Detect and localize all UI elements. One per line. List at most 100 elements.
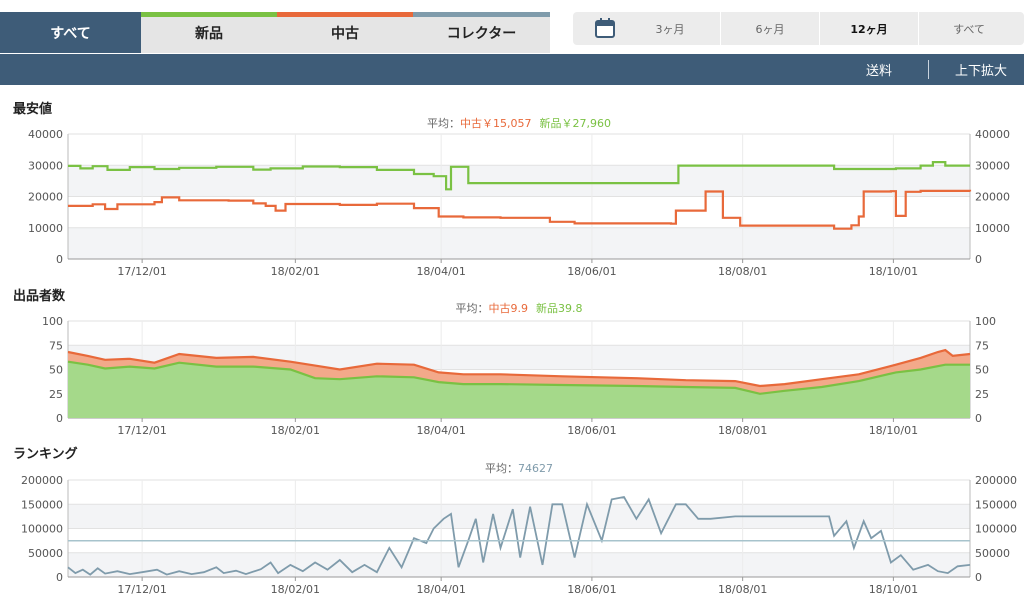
tab-accent-all xyxy=(0,12,141,17)
tab-accent-collector xyxy=(413,12,550,17)
average-value-rank: 74627 xyxy=(518,462,553,475)
y-tick-label: 10000 xyxy=(28,222,63,235)
tab-accent-new xyxy=(141,12,277,17)
tab-new-label: 新品 xyxy=(195,25,223,42)
range-option-all[interactable]: すべて xyxy=(953,22,985,36)
sellers-chart-title: 出品者数 xyxy=(13,289,66,304)
price-chart: 0 0 10000 10000 20000 20000 30000 30000 40000 400… xyxy=(28,116,1010,278)
y-tick-label-right: 100000 xyxy=(975,523,1017,536)
average-prefix: 平均： xyxy=(456,302,489,315)
x-tick-label: 18/04/01 xyxy=(416,583,465,596)
y-tick-label-right: 150000 xyxy=(975,498,1017,511)
y-tick-label-right: 20000 xyxy=(975,191,1010,204)
condition-tabs: すべて 新品 中古 コレクター xyxy=(0,12,550,54)
x-tick-label: 18/06/01 xyxy=(567,424,616,437)
x-tick-label: 18/04/01 xyxy=(416,424,465,437)
y-tick-label-right: 50 xyxy=(975,364,989,377)
average-prefix: 平均： xyxy=(485,462,518,475)
average-value-used: 中古￥15,057 xyxy=(460,117,532,130)
y-tick-label-right: 40000 xyxy=(975,128,1010,141)
sellers-chart: 0 0 25 25 50 50 75 75 100 100 17/12/01 18/02/01 18/0… xyxy=(42,301,996,437)
series-line-new xyxy=(67,360,970,395)
y-tick-label: 25 xyxy=(49,388,63,401)
x-tick-label: 18/10/01 xyxy=(869,583,918,596)
x-tick-label: 17/12/01 xyxy=(117,265,166,278)
grid-band xyxy=(68,165,970,197)
x-tick-label: 18/08/01 xyxy=(718,583,767,596)
series-line-used xyxy=(68,189,972,230)
y-tick-label: 50000 xyxy=(28,547,63,560)
x-tick-label: 18/08/01 xyxy=(718,424,767,437)
average-label: 平均：中古￥15,057 新品￥27,960 xyxy=(427,116,611,130)
average-value-new: 新品39.8 xyxy=(536,301,583,315)
tab-accent-used xyxy=(277,12,413,17)
average-value-used: 中古9.9 xyxy=(489,302,529,315)
grid-band xyxy=(68,552,970,577)
y-tick-label-right: 0 xyxy=(975,253,982,266)
average-label: 平均：中古9.9 新品39.8 xyxy=(456,301,583,315)
x-tick-label: 18/02/01 xyxy=(271,424,320,437)
toolbar-divider xyxy=(928,60,929,79)
grid-band xyxy=(68,227,970,259)
series-line-total xyxy=(67,348,971,388)
average-value-new: 新品￥27,960 xyxy=(540,116,612,130)
y-tick-label: 200000 xyxy=(21,474,63,487)
x-tick-label: 18/10/01 xyxy=(869,424,918,437)
y-tick-label-right: 200000 xyxy=(975,474,1017,487)
x-tick-label: 18/08/01 xyxy=(718,265,767,278)
average-label: 平均：74627 xyxy=(485,462,553,475)
range-option-6m[interactable]: 6ヶ月 xyxy=(755,22,785,36)
y-tick-label-right: 0 xyxy=(975,412,982,425)
range-selector: 3ヶ月 6ヶ月 12ヶ月 すべて xyxy=(573,12,1024,45)
y-tick-label: 50 xyxy=(49,364,63,377)
grid-band xyxy=(68,504,970,529)
y-tick-label-right: 25 xyxy=(975,388,989,401)
y-tick-label-right: 50000 xyxy=(975,547,1010,560)
vertical-zoom-toggle[interactable]: 上下拡大 xyxy=(955,64,1008,79)
y-tick-label: 40000 xyxy=(28,128,63,141)
y-tick-label: 0 xyxy=(56,412,63,425)
tab-new[interactable]: 新品 xyxy=(141,12,277,53)
series-line-new xyxy=(68,161,970,191)
ranking-chart-title: ランキング xyxy=(13,447,78,462)
tab-collector[interactable]: コレクター xyxy=(413,12,550,53)
tab-collector-label: コレクター xyxy=(446,25,517,42)
x-tick-label: 18/06/01 xyxy=(567,583,616,596)
y-tick-label-right: 10000 xyxy=(975,222,1010,235)
tab-all[interactable]: すべて xyxy=(0,12,141,53)
ranking-chart: 0 0 50000 50000 100000 100000 150000 150000 2000… xyxy=(21,462,1017,596)
shipping-toggle[interactable]: 送料 xyxy=(866,64,893,79)
y-tick-label: 100000 xyxy=(21,523,63,536)
tab-used-label: 中古 xyxy=(331,25,359,42)
x-tick-label: 18/04/01 xyxy=(416,265,465,278)
series-area-new xyxy=(68,361,970,418)
tab-used[interactable]: 中古 xyxy=(277,12,413,53)
calendar-icon[interactable] xyxy=(595,18,615,38)
y-tick-label: 100 xyxy=(42,315,63,328)
tab-all-label: すべて xyxy=(50,25,91,42)
y-tick-label-right: 0 xyxy=(975,571,982,584)
x-tick-label: 17/12/01 xyxy=(117,424,166,437)
y-tick-label: 75 xyxy=(49,339,63,352)
x-tick-label: 18/10/01 xyxy=(869,265,918,278)
y-tick-label: 0 xyxy=(56,253,63,266)
range-option-3m[interactable]: 3ヶ月 xyxy=(655,22,685,36)
range-separator xyxy=(819,12,820,45)
y-tick-label-right: 75 xyxy=(975,339,989,352)
y-tick-label-right: 30000 xyxy=(975,159,1010,172)
range-separator xyxy=(918,12,919,45)
chart-toolbar: 送料 上下拡大 xyxy=(0,54,1024,85)
y-tick-label-right: 100 xyxy=(975,315,996,328)
x-tick-label: 18/02/01 xyxy=(271,583,320,596)
y-tick-label: 30000 xyxy=(28,159,63,172)
x-tick-label: 18/06/01 xyxy=(567,265,616,278)
y-tick-label: 0 xyxy=(56,571,63,584)
range-option-12m[interactable]: 12ヶ月 xyxy=(850,22,888,36)
y-tick-label: 20000 xyxy=(28,191,63,204)
range-separator xyxy=(720,12,721,45)
price-chart-title: 最安値 xyxy=(13,102,53,117)
x-tick-label: 17/12/01 xyxy=(117,583,166,596)
x-tick-label: 18/02/01 xyxy=(271,265,320,278)
average-prefix: 平均： xyxy=(427,117,460,130)
y-tick-label: 150000 xyxy=(21,498,63,511)
